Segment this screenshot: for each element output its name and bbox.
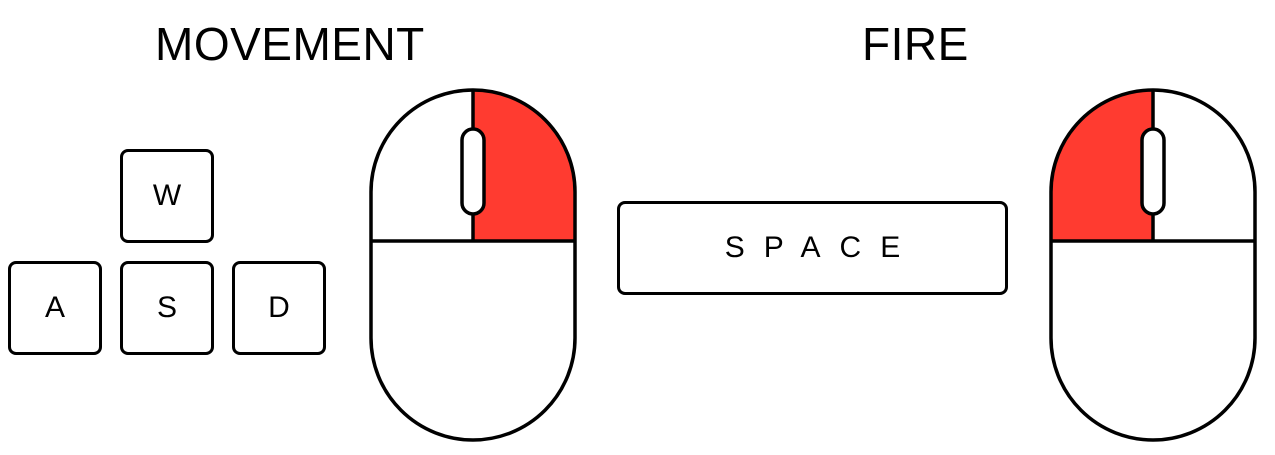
mouse-right-button-highlight bbox=[473, 90, 575, 241]
mouse-scroll-wheel bbox=[460, 127, 486, 216]
mouse-right-click-icon bbox=[369, 88, 577, 442]
mouse-scroll-wheel bbox=[1140, 127, 1166, 216]
key-a: A bbox=[8, 261, 102, 355]
key-s: S bbox=[120, 261, 214, 355]
mouse-left-click-icon bbox=[1049, 88, 1257, 442]
key-space: SPACE bbox=[617, 201, 1008, 295]
key-d: D bbox=[232, 261, 326, 355]
key-w: W bbox=[120, 149, 214, 243]
movement-heading: MOVEMENT bbox=[155, 18, 425, 70]
mouse-left-button-highlight bbox=[1051, 90, 1153, 241]
fire-heading: FIRE bbox=[862, 18, 969, 70]
